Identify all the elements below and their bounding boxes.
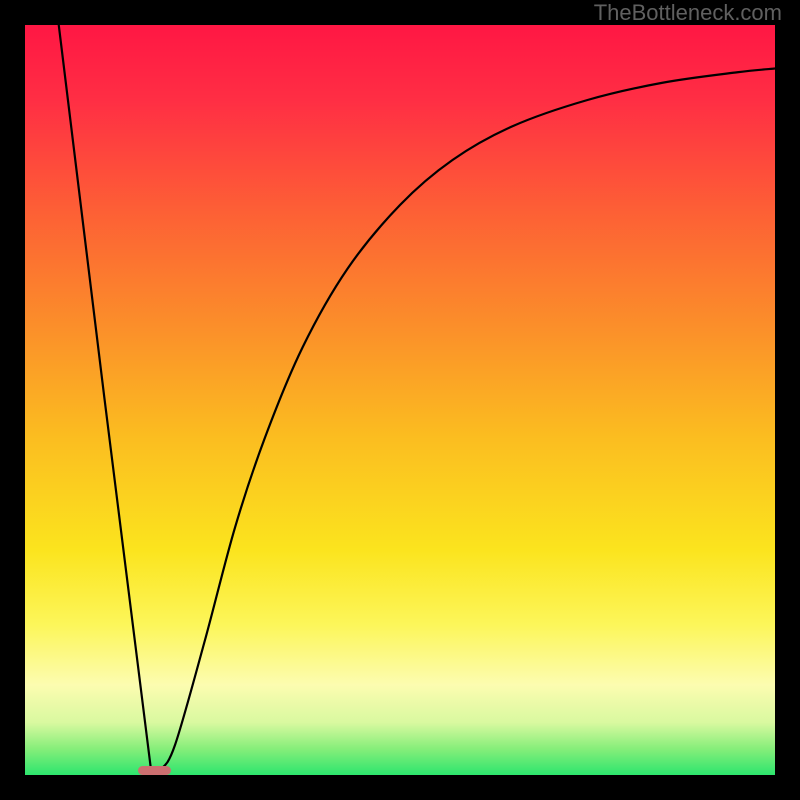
chart-frame: TheBottleneck.com [0,0,800,800]
bottleneck-curve [59,25,775,775]
plot-area [25,25,775,775]
curve-layer [25,25,775,775]
watermark-text: TheBottleneck.com [594,0,782,26]
optimal-marker [138,766,171,775]
